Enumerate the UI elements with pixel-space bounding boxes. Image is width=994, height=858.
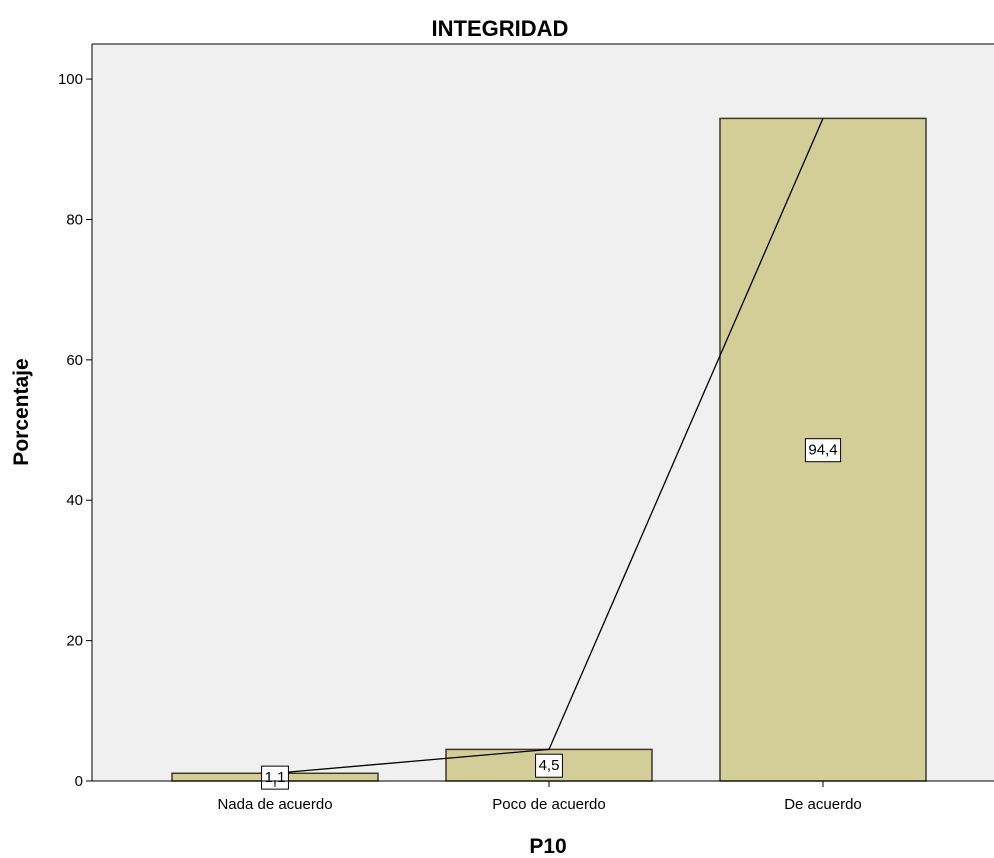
y-axis-title: Porcentaje xyxy=(10,358,33,465)
chart-title: INTEGRIDAD xyxy=(432,16,569,41)
y-tick-label: 100 xyxy=(58,71,83,88)
data-label-1: 1,1 xyxy=(261,765,289,790)
data-label-text: 94,4 xyxy=(808,442,837,459)
data-label-box xyxy=(535,753,563,778)
data-labels-layer: 1,1 4,5 94,4 xyxy=(261,438,842,790)
x-ticks-layer: Nada de acuerdo Poco de acuerdo De acuerdo xyxy=(217,781,862,813)
x-tick-label: Nada de acuerdo xyxy=(217,796,332,813)
y-tick-label: 20 xyxy=(66,633,83,650)
y-tick-label: 40 xyxy=(66,492,83,509)
y-ticks-layer: 0 20 40 60 80 100 xyxy=(58,71,92,790)
y-tick-label: 60 xyxy=(66,352,83,369)
data-label-box xyxy=(804,438,842,463)
y-tick-label: 0 xyxy=(75,773,83,790)
data-label-box xyxy=(261,765,289,790)
data-label-text: 1,1 xyxy=(265,769,286,786)
overlay-line-layer xyxy=(274,118,824,774)
data-label-3: 94,4 xyxy=(804,438,842,463)
data-label-2: 4,5 xyxy=(535,753,563,778)
x-axis-title: P10 xyxy=(529,835,566,858)
data-label-text: 4,5 xyxy=(539,757,560,774)
overlay-line xyxy=(274,118,824,774)
x-tick-label: De acuerdo xyxy=(784,796,862,813)
x-tick-label: Poco de acuerdo xyxy=(492,796,605,813)
y-tick-label: 80 xyxy=(66,211,83,228)
